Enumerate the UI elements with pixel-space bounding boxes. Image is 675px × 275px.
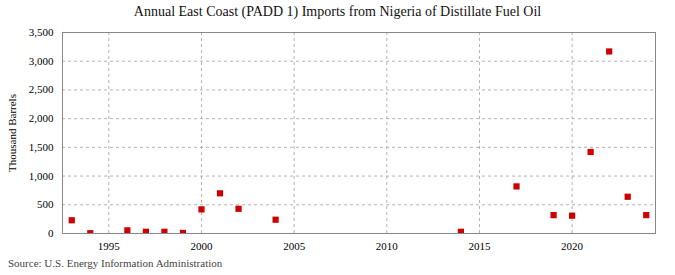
svg-text:500: 500 [37, 198, 54, 210]
svg-text:1,000: 1,000 [29, 170, 54, 182]
html-text:Annual East Coast (PADD 1) Imp: Annual East Coast (PADD 1) Imports from … [133, 4, 542, 19]
svg-text:2,000: 2,000 [29, 112, 54, 124]
svg-text:2005: 2005 [283, 240, 306, 252]
svg-text:3,500: 3,500 [29, 26, 54, 38]
svg-text:2010: 2010 [376, 240, 399, 252]
html-text:Source: U.S. Energy Informatio: Source: U.S. Energy Information Administ… [8, 257, 223, 269]
svg-text:1,500: 1,500 [29, 141, 54, 153]
svg-text:0: 0 [48, 227, 54, 239]
svg-text:3,000: 3,000 [29, 55, 54, 67]
svg-text:2000: 2000 [190, 240, 213, 252]
svg-text:2020: 2020 [561, 240, 584, 252]
svg-text:2,500: 2,500 [29, 83, 54, 95]
svg-text:2015: 2015 [468, 240, 491, 252]
svg-text:1995: 1995 [98, 240, 121, 252]
svg-text:Thousand Barrels: Thousand Barrels [6, 94, 18, 172]
